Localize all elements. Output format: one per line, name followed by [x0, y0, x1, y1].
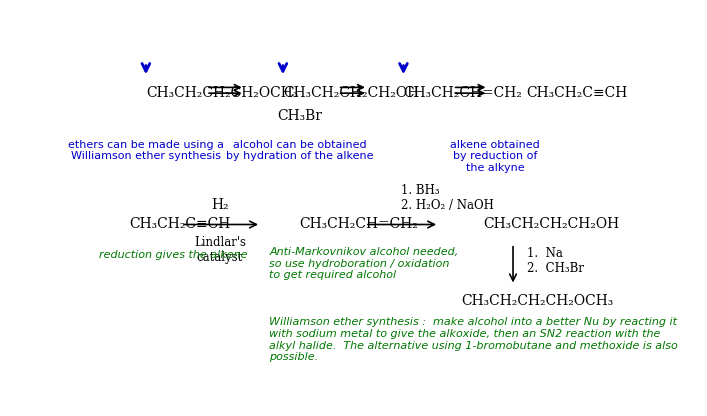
- Text: CH₃CH₂CH₂CH₂OCH₃: CH₃CH₂CH₂CH₂OCH₃: [146, 86, 298, 100]
- Text: 1. BH₃
2. H₂O₂ / NaOH: 1. BH₃ 2. H₂O₂ / NaOH: [401, 184, 493, 212]
- Text: Lindlar's
catalyst: Lindlar's catalyst: [194, 236, 246, 264]
- Text: alcohol can be obtained
by hydration of the alkene: alcohol can be obtained by hydration of …: [226, 140, 373, 161]
- Text: CH₃CH₂CH=CH₂: CH₃CH₂CH=CH₂: [299, 218, 419, 231]
- Text: reduction gives the alkene: reduction gives the alkene: [99, 250, 248, 260]
- Text: Anti-Markovnikov alcohol needed,
so use hydroboration / oxidation
to get require: Anti-Markovnikov alcohol needed, so use …: [269, 247, 458, 280]
- Text: CH₃CH₂CH₂CH₂OCH₃: CH₃CH₂CH₂CH₂OCH₃: [461, 295, 613, 308]
- Text: CH₃CH₂CH₂CH₂OH: CH₃CH₂CH₂CH₂OH: [483, 218, 619, 231]
- Text: CH₃CH₂CH=CH₂: CH₃CH₂CH=CH₂: [404, 86, 522, 100]
- Text: CH₃CH₂C≡CH: CH₃CH₂C≡CH: [129, 218, 230, 231]
- Text: Williamson ether synthesis :  make alcohol into a better Nu by reacting it
with : Williamson ether synthesis : make alcoho…: [269, 317, 678, 362]
- Text: CH₃CH₂CH₂CH₂OH: CH₃CH₂CH₂CH₂OH: [283, 86, 419, 100]
- Text: CH₃Br: CH₃Br: [277, 109, 322, 123]
- Text: alkene obtained
by reduction of
the alkyne: alkene obtained by reduction of the alky…: [450, 140, 539, 173]
- Text: CH₃CH₂C≡CH: CH₃CH₂C≡CH: [527, 86, 628, 100]
- Text: ethers can be made using a
Williamson ether synthesis: ethers can be made using a Williamson et…: [68, 140, 224, 161]
- Text: H₂: H₂: [211, 198, 228, 212]
- Text: 1.  Na
2.  CH₃Br: 1. Na 2. CH₃Br: [527, 248, 584, 275]
